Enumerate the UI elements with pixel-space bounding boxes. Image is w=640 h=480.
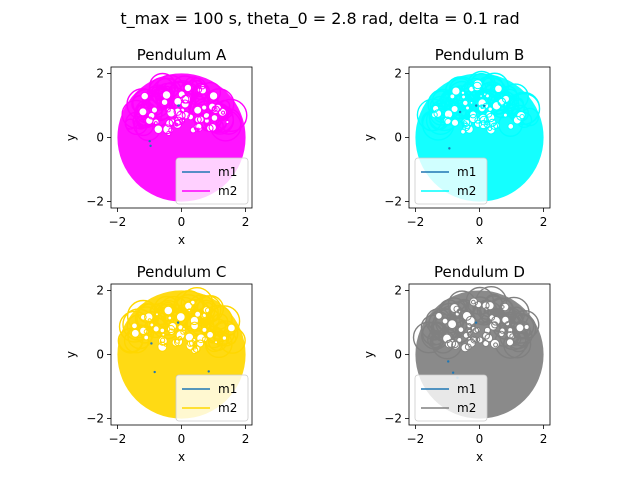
subplot-title: Pendulum B bbox=[435, 46, 525, 64]
y-axis-label: y bbox=[362, 134, 376, 141]
x-tick-label: −2 bbox=[407, 215, 425, 229]
y-axis-label: y bbox=[64, 351, 78, 358]
x-tick-label: −2 bbox=[407, 432, 425, 446]
x-tick-label: 2 bbox=[540, 432, 548, 446]
y-tick-label: 0 bbox=[96, 348, 104, 362]
y-tick-label: 2 bbox=[394, 66, 402, 80]
series-m2-gaps bbox=[130, 299, 236, 354]
series-m2-gaps bbox=[138, 83, 230, 137]
series-m1-point bbox=[447, 360, 450, 363]
x-tick-label: 2 bbox=[242, 432, 250, 446]
series-m1-point bbox=[448, 147, 451, 150]
y-tick-label: −2 bbox=[384, 412, 402, 426]
x-axis-label: x bbox=[178, 233, 185, 247]
series-m1-point bbox=[451, 371, 455, 374]
legend-box bbox=[414, 157, 488, 205]
series-m1-point bbox=[475, 104, 478, 107]
x-tick-label: −2 bbox=[109, 215, 127, 229]
y-tick-label: 2 bbox=[96, 283, 104, 297]
series-m1-point bbox=[207, 370, 210, 373]
y-tick-label: 0 bbox=[96, 131, 104, 145]
legend-label-m1: m1 bbox=[457, 165, 476, 179]
x-axis-label: x bbox=[476, 450, 483, 464]
series-m1-point bbox=[176, 321, 180, 324]
series-m1-point bbox=[474, 321, 478, 324]
x-tick-label: 2 bbox=[242, 215, 250, 229]
y-tick-label: 0 bbox=[394, 348, 402, 362]
x-tick-label: 0 bbox=[476, 432, 484, 446]
y-tick-label: −2 bbox=[384, 195, 402, 209]
y-tick-label: 2 bbox=[96, 66, 104, 80]
x-axis-label: x bbox=[178, 450, 185, 464]
x-tick-label: 0 bbox=[178, 215, 186, 229]
legend-label-m1: m1 bbox=[218, 382, 237, 396]
legend-label-m1: m1 bbox=[218, 165, 237, 179]
y-axis-label: y bbox=[362, 351, 376, 358]
legend-label-m1: m1 bbox=[457, 382, 476, 396]
x-tick-label: −2 bbox=[109, 432, 127, 446]
x-tick-label: 0 bbox=[178, 432, 186, 446]
series-m1-point bbox=[482, 104, 486, 107]
legend-label-m2: m2 bbox=[218, 184, 237, 198]
figure-suptitle: t_max = 100 s, theta_0 = 2.8 rad, delta … bbox=[120, 9, 519, 29]
subplot-title: Pendulum D bbox=[434, 263, 525, 281]
series-m1-point bbox=[177, 104, 181, 107]
series-m1-point bbox=[458, 110, 462, 114]
y-tick-label: −2 bbox=[86, 412, 104, 426]
y-tick-label: −2 bbox=[86, 195, 104, 209]
series-m1-point bbox=[153, 370, 156, 374]
legend-label-m2: m2 bbox=[457, 184, 476, 198]
subplot-title: Pendulum C bbox=[137, 263, 227, 281]
y-tick-label: 2 bbox=[394, 283, 402, 297]
legend-label-m2: m2 bbox=[457, 401, 476, 415]
subplot-title: Pendulum A bbox=[137, 46, 227, 64]
series-m1-point bbox=[150, 342, 153, 345]
legend-label-m2: m2 bbox=[218, 401, 237, 415]
legend-box bbox=[175, 374, 249, 422]
x-tick-label: 2 bbox=[540, 215, 548, 229]
y-axis-label: y bbox=[64, 134, 78, 141]
series-m2-gaps bbox=[435, 297, 530, 353]
y-tick-label: 0 bbox=[394, 131, 402, 145]
x-tick-label: 0 bbox=[476, 215, 484, 229]
legend-box bbox=[175, 157, 249, 205]
legend-box bbox=[414, 374, 488, 422]
series-m2-gaps bbox=[431, 79, 526, 135]
x-axis-label: x bbox=[476, 233, 483, 247]
series-m1-point bbox=[149, 144, 152, 148]
series-m1-point bbox=[148, 139, 151, 143]
